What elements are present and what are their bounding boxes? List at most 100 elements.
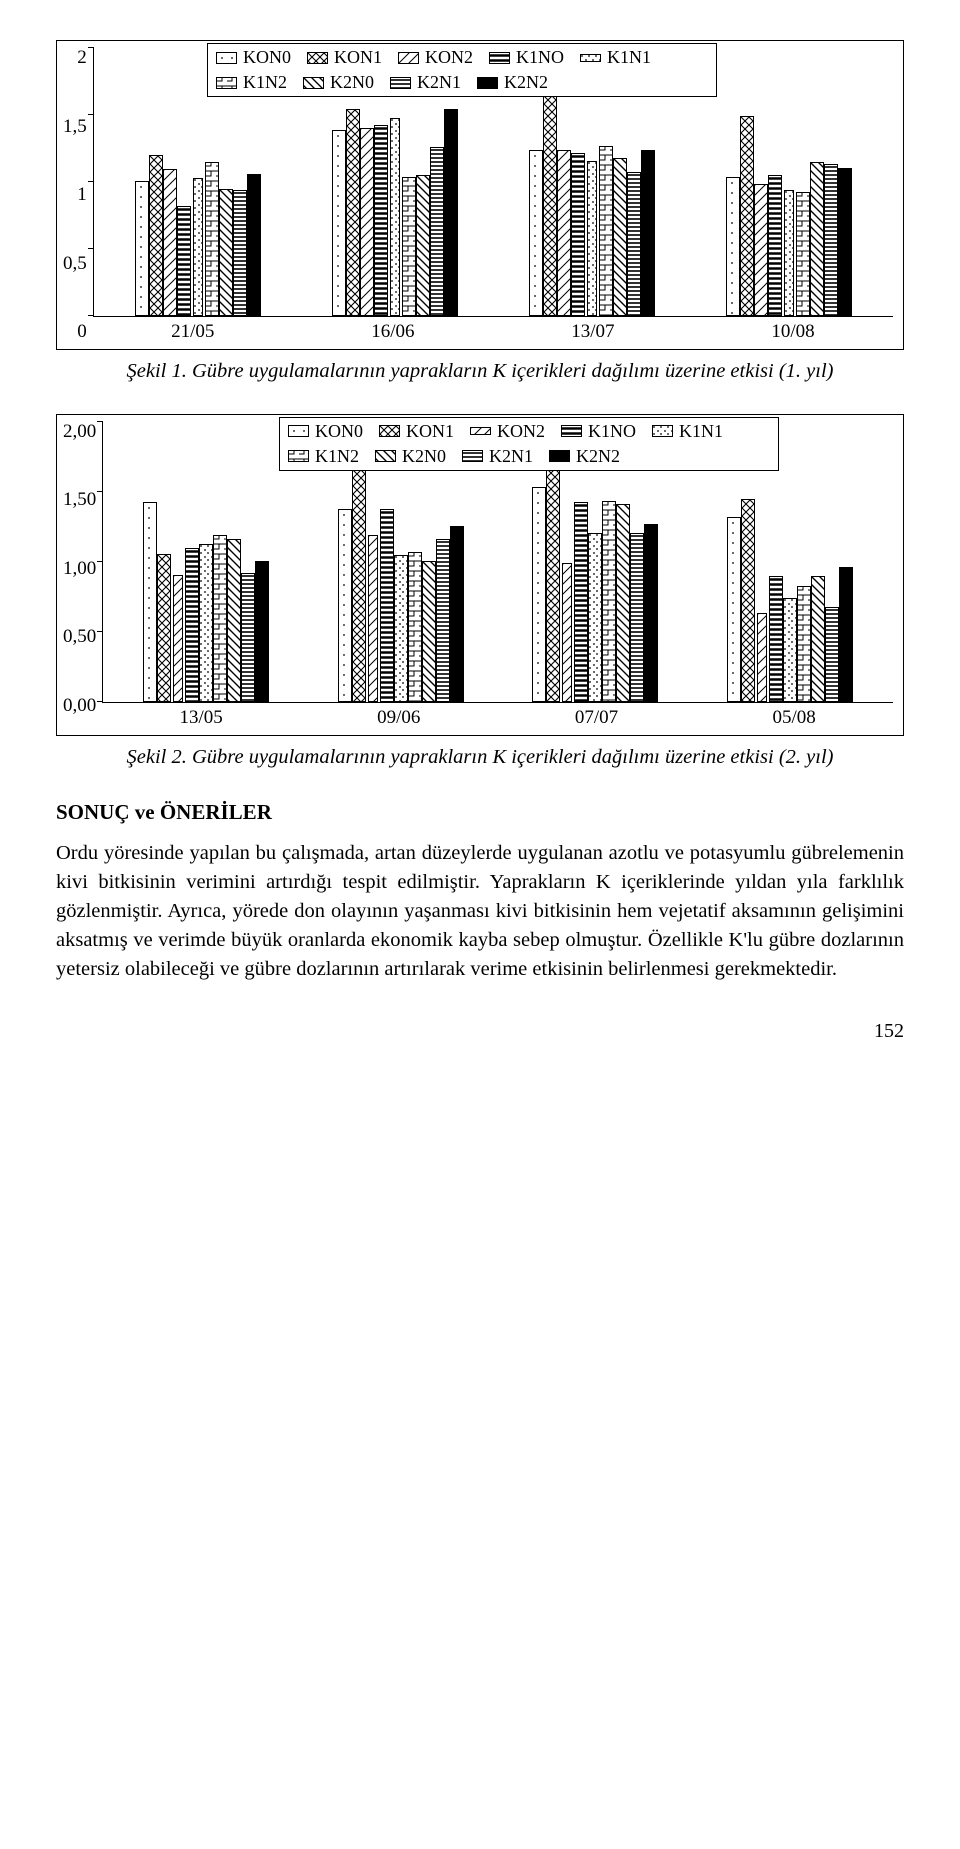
x-tick-label: 05/08 [773,707,816,729]
legend-label: K1NO [516,47,564,68]
y-tick-label: 0 [77,321,87,343]
legend-item: KON0 [216,47,291,68]
bar [233,190,247,316]
bar [368,535,378,702]
legend-item: K2N0 [303,72,374,93]
bar [213,535,227,702]
bar [193,178,203,316]
x-tick-label: 13/05 [179,707,222,729]
legend-swatch [477,77,498,89]
bar [163,169,177,316]
legend-label: K2N1 [489,446,533,467]
bar [416,175,430,316]
bar [360,128,374,316]
legend-swatch [549,450,570,462]
legend-swatch [462,450,483,462]
bar [241,573,255,702]
legend-item: K2N0 [375,446,446,467]
section-heading: SONUÇ ve ÖNERİLER [56,800,904,825]
chart-2-legend: KON0KON1KON2K1NOK1N1K1N2K2N0K2N1K2N2 [279,417,779,471]
bar [219,189,233,316]
bar [422,561,436,702]
legend-item: K1NO [489,47,564,68]
bar [444,109,458,316]
legend-label: K2N0 [330,72,374,93]
bar [574,502,588,702]
legend-item: K1N2 [288,446,359,467]
legend-swatch [216,52,237,64]
figure-2-caption-text: Gübre uygulamalarının yaprakların K içer… [187,746,834,768]
legend-item: K2N2 [549,446,620,467]
bar [394,555,408,702]
bar [227,539,241,702]
legend-item: KON2 [398,47,473,68]
legend-label: K1N1 [679,421,723,442]
bar [644,524,658,702]
bar [740,116,754,316]
x-tick-label: 13/07 [571,321,614,343]
chart-1: KON0KON1KON2K1NOK1N1K1N2K2N0K2N1K2N2 21,… [56,40,904,350]
bar [599,146,613,316]
legend-label: KON0 [315,421,363,442]
bar [205,162,219,316]
bar [602,501,616,702]
bar [727,517,741,702]
bar [436,539,450,702]
bar [390,118,400,316]
legend-item: K1N1 [580,47,651,68]
x-tick-label: 21/05 [171,321,214,343]
bar [255,561,269,702]
bar [408,552,422,701]
bar [177,206,191,316]
bar [811,576,825,702]
legend-swatch [390,77,411,89]
legend-label: K1N2 [315,446,359,467]
y-tick-label: 1 [77,184,87,206]
bar [247,174,261,316]
bar [754,184,768,316]
bar [529,150,543,316]
legend-label: KON2 [497,421,545,442]
legend-item: K1N1 [652,421,723,442]
y-tick-label: 1,50 [63,489,96,511]
bar [796,192,810,316]
bar [543,87,557,316]
bar [616,504,630,702]
bar [627,172,641,316]
legend-swatch [398,52,419,64]
legend-swatch [303,77,324,89]
x-tick-label: 16/06 [371,321,414,343]
legend-label: KON1 [334,47,382,68]
legend-item: KON1 [307,47,382,68]
bar [557,150,571,316]
legend-label: K2N1 [417,72,461,93]
bar [783,598,797,702]
bar [185,548,199,702]
legend-label: KON2 [425,47,473,68]
legend-item: K2N1 [390,72,461,93]
x-tick-label: 09/06 [377,707,420,729]
bar [157,554,171,702]
y-tick-label: 2,00 [63,421,96,443]
bar-group [727,499,853,702]
figure-2-caption-prefix: Şekil 2. [127,746,187,768]
chart-1-x-axis: 21/0516/0613/0710/08 [93,317,893,343]
bar [149,155,163,316]
y-tick-label: 0,5 [63,253,87,275]
bar [768,175,782,316]
bar [546,468,560,702]
bar-group [726,116,852,316]
bar-group [135,155,261,316]
figure-1-caption-prefix: Şekil 1. [127,360,187,382]
y-tick-label: 0,00 [63,695,96,717]
legend-swatch [489,52,510,64]
bar-group [332,109,458,316]
figure-1-caption-text: Gübre uygulamalarının yaprakların K içer… [187,360,834,382]
bar [797,586,811,701]
legend-label: K2N0 [402,446,446,467]
legend-item: KON1 [379,421,454,442]
body-paragraph: Ordu yöresinde yapılan bu çalışmada, art… [56,839,904,985]
bar [332,130,346,316]
bar [199,544,213,702]
legend-swatch [470,427,491,435]
